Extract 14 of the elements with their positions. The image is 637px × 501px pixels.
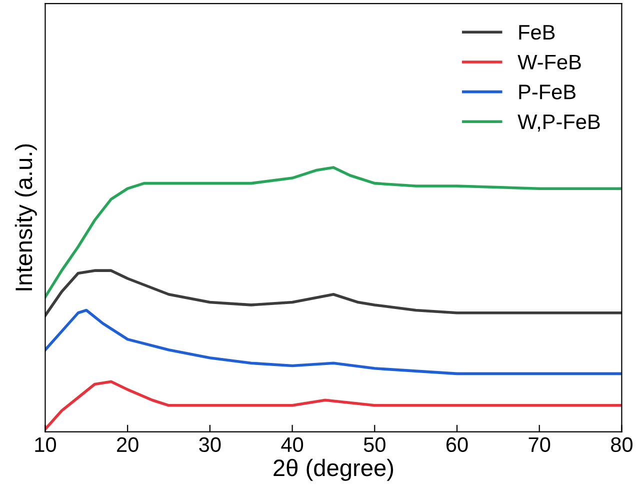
x-tick-label: 10 <box>35 437 56 452</box>
x-tick-label: 70 <box>528 437 550 452</box>
x-tick-label: 20 <box>117 437 138 452</box>
x-tick-label: 60 <box>446 437 468 452</box>
x-tick-label: 50 <box>364 437 386 452</box>
legend-label: W-FeB <box>518 54 581 70</box>
x-axis-title: 2θ (degree) <box>274 458 394 481</box>
legend-label: P-FeB <box>519 84 576 100</box>
legend-label: FeB <box>519 25 555 40</box>
x-tick-label: 30 <box>199 437 221 452</box>
y-axis-title: Intensity (a.u.) <box>14 144 37 290</box>
legend-label: W,P-FeB <box>518 114 600 132</box>
x-tick-label: 40 <box>281 437 304 452</box>
x-tick-label: 80 <box>611 437 632 452</box>
